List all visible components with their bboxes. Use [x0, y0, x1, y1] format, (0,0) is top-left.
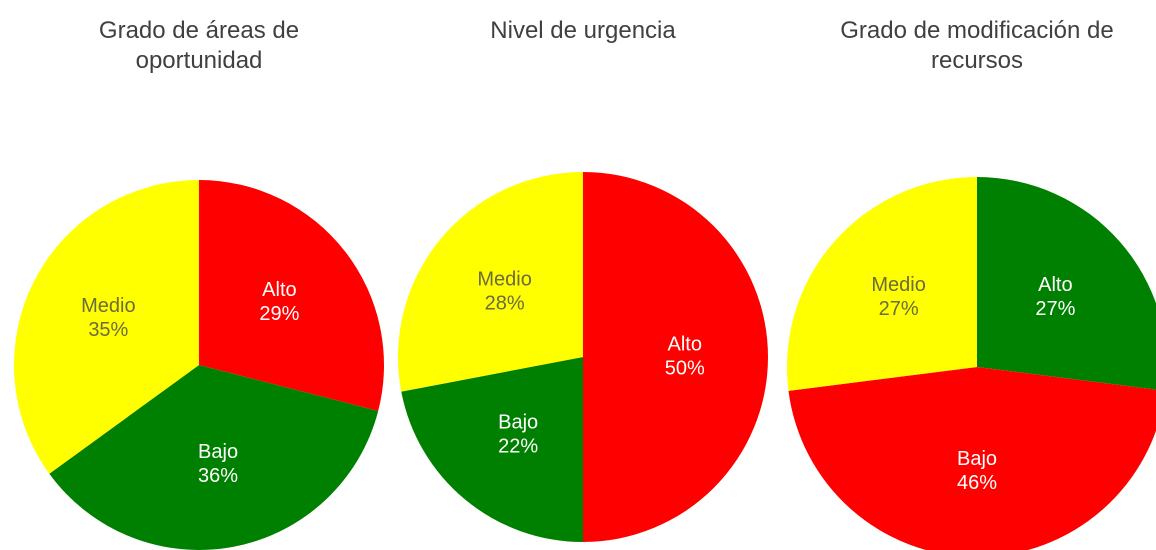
slice-value-label: 50%	[665, 357, 705, 379]
slice-value-label: 27%	[1035, 298, 1075, 320]
slice-value-label: 27%	[879, 298, 919, 320]
slice-value-label: 28%	[485, 292, 525, 314]
pie-slice	[401, 357, 583, 542]
slice-category: Medio	[81, 295, 135, 317]
chart-title: Grado de áreas de oportunidad	[98, 17, 300, 74]
pie-slice	[787, 177, 977, 391]
slice-category: Medio	[477, 268, 531, 290]
slice-category: Alto	[668, 333, 702, 355]
chart-title: Nivel de urgencia	[490, 17, 676, 44]
pie-slice	[977, 177, 1156, 390]
slice-value-label: 29%	[259, 303, 299, 325]
slice-category: Alto	[262, 279, 296, 301]
pie-slice	[398, 172, 583, 392]
slice-category: Alto	[1038, 274, 1072, 296]
slice-value-label: 36%	[198, 465, 238, 487]
pie-slice	[583, 172, 768, 542]
pie-slice	[49, 365, 379, 550]
pie-slice	[788, 367, 1156, 550]
slice-value-label: 35%	[88, 319, 128, 341]
slice-value-label: 22%	[498, 436, 538, 458]
pie-slice	[199, 180, 384, 412]
chart-title: Grado de modificación de recursos	[840, 17, 1114, 74]
slice-category: Medio	[871, 274, 925, 296]
pie-slice	[13, 180, 200, 474]
slice-category: Bajo	[498, 412, 538, 434]
slice-category: Bajo	[198, 441, 238, 463]
slice-value-label: 46%	[957, 472, 997, 494]
slice-category: Bajo	[957, 448, 997, 470]
